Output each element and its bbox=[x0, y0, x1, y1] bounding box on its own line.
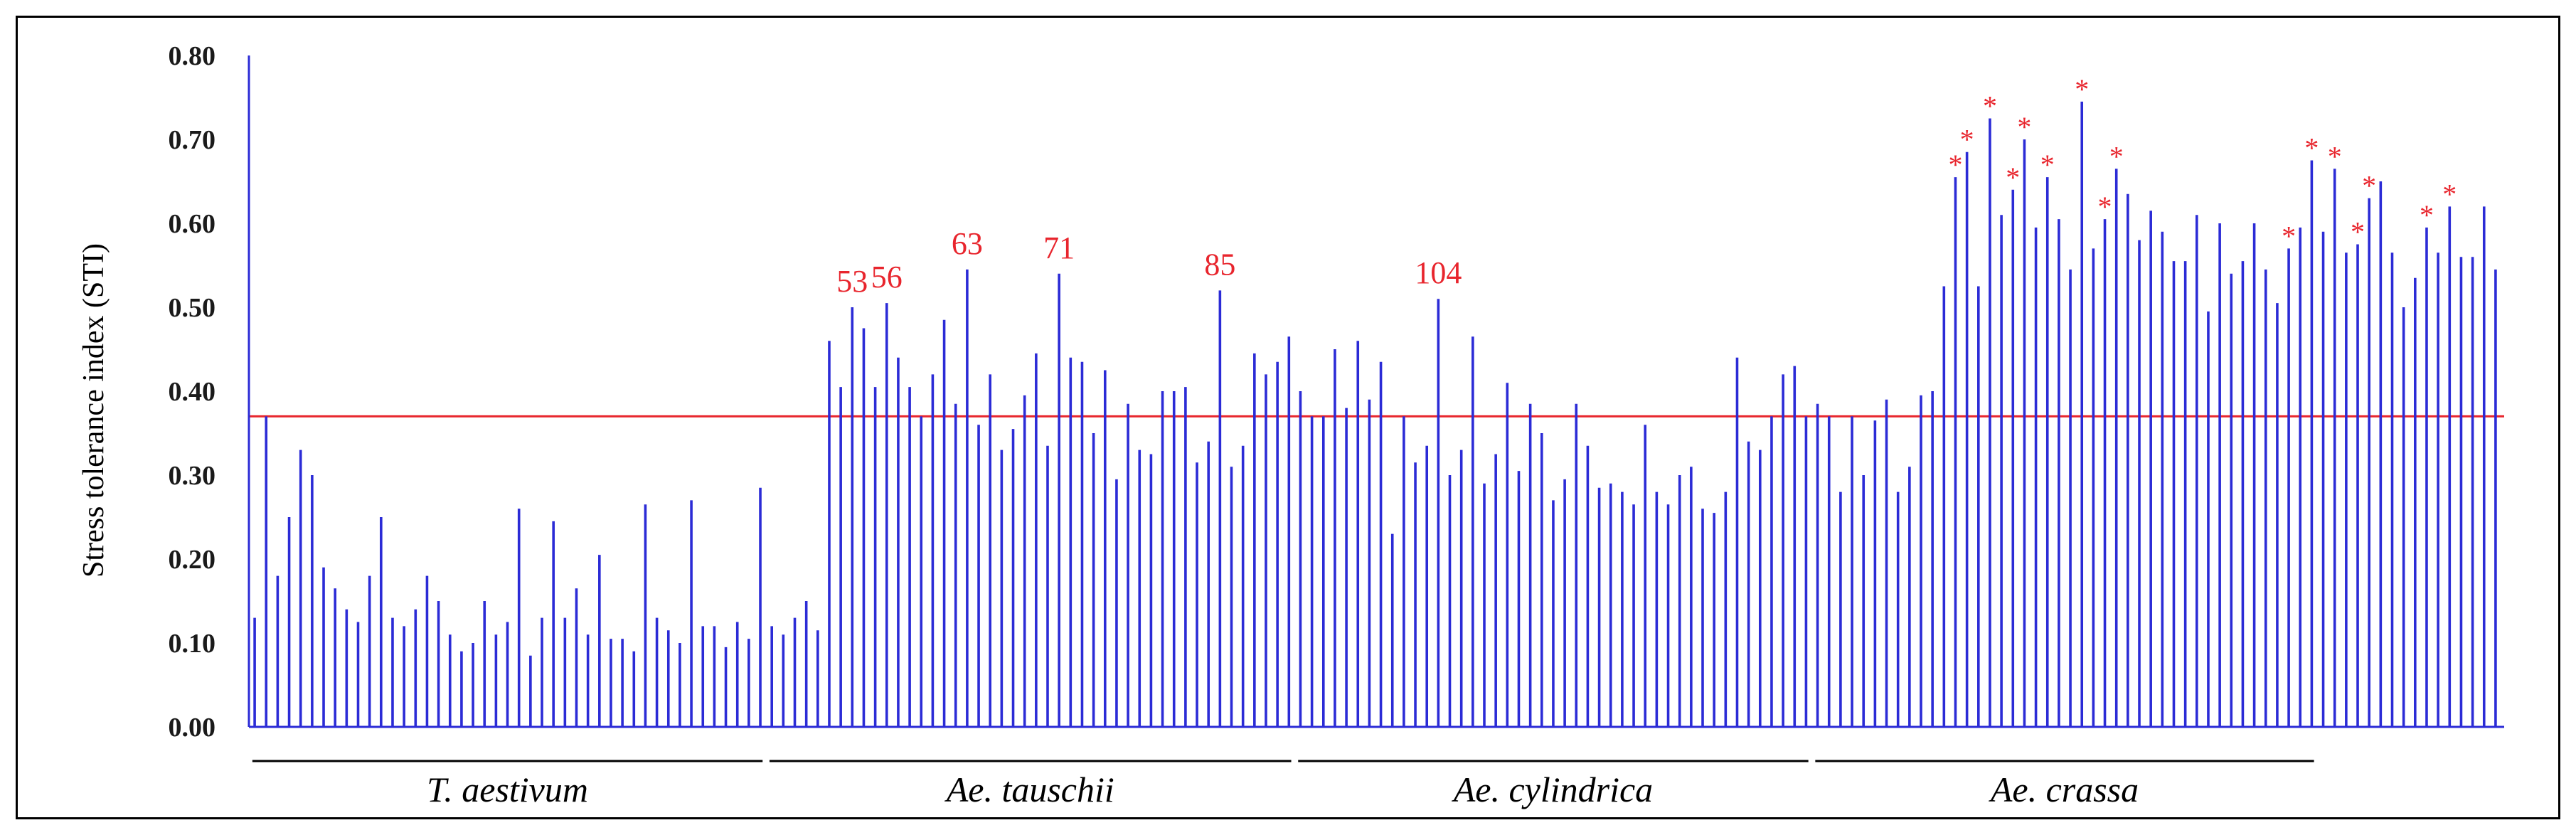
bar-annotation: 53 bbox=[836, 264, 868, 299]
significance-star: * bbox=[2109, 140, 2124, 172]
bar-annotation: 104 bbox=[1415, 255, 1462, 290]
group-label: Ae. crassa bbox=[1989, 770, 2139, 809]
y-tick-label: 0.50 bbox=[169, 293, 216, 323]
significance-star: * bbox=[2017, 111, 2031, 143]
group-label: T. aestivum bbox=[427, 770, 588, 809]
y-tick-label: 0.30 bbox=[169, 461, 216, 491]
significance-star: * bbox=[2304, 132, 2319, 164]
significance-star: * bbox=[2420, 199, 2434, 231]
y-tick-label: 0.60 bbox=[169, 209, 216, 239]
significance-star: * bbox=[2040, 149, 2055, 181]
y-tick-label: 0.10 bbox=[169, 629, 216, 659]
significance-star: * bbox=[2075, 73, 2089, 105]
y-tick-label: 0.20 bbox=[169, 545, 216, 575]
y-tick-label: 0.00 bbox=[169, 713, 216, 743]
bar-annotation: 56 bbox=[871, 260, 903, 294]
significance-star: * bbox=[2328, 140, 2342, 172]
significance-star: * bbox=[1983, 90, 1997, 122]
sti-bar-chart: 0.00 0.10 0.20 0.30 0.40 0.50 0.60 0.70 0.80 53 5… bbox=[78, 41, 2504, 809]
significance-star: * bbox=[2362, 170, 2376, 202]
y-tick-label: 0.80 bbox=[169, 41, 216, 71]
chart-frame: 0.00 0.10 0.20 0.30 0.40 0.50 0.60 0.70 0.80 53 5… bbox=[16, 16, 2560, 819]
bar-annotation: 71 bbox=[1043, 230, 1075, 265]
significance-star: * bbox=[1960, 124, 1974, 156]
y-tick-label: 0.70 bbox=[169, 125, 216, 155]
group-label: Ae. tauschii bbox=[944, 770, 1114, 809]
significance-star: * bbox=[1948, 149, 1962, 181]
bar-annotation: 85 bbox=[1204, 247, 1235, 282]
y-tick-label: 0.40 bbox=[169, 377, 216, 407]
y-axis-label: Stress tolerance index (STI) bbox=[78, 243, 110, 578]
group-label: Ae. cylindrica bbox=[1452, 770, 1653, 809]
significance-star: * bbox=[2282, 220, 2296, 252]
significance-star: * bbox=[2098, 191, 2112, 223]
significance-star: * bbox=[2006, 161, 2020, 193]
significance-star: * bbox=[2351, 216, 2365, 248]
bar-annotation: 63 bbox=[952, 226, 983, 261]
significance-star: * bbox=[2442, 178, 2457, 210]
